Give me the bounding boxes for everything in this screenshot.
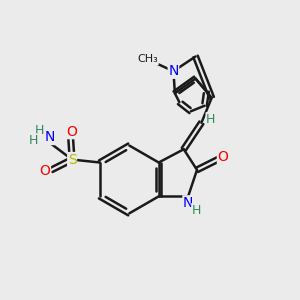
Text: H: H bbox=[34, 124, 44, 137]
Text: CH₃: CH₃ bbox=[137, 55, 158, 64]
Text: H: H bbox=[29, 134, 38, 147]
Text: N: N bbox=[45, 130, 55, 145]
Text: S: S bbox=[68, 153, 76, 166]
Text: O: O bbox=[218, 150, 228, 164]
Text: N: N bbox=[168, 64, 178, 78]
Text: H: H bbox=[206, 113, 215, 126]
Text: H: H bbox=[192, 204, 201, 217]
Text: O: O bbox=[40, 164, 50, 178]
Text: O: O bbox=[67, 124, 77, 139]
Text: N: N bbox=[183, 196, 193, 210]
